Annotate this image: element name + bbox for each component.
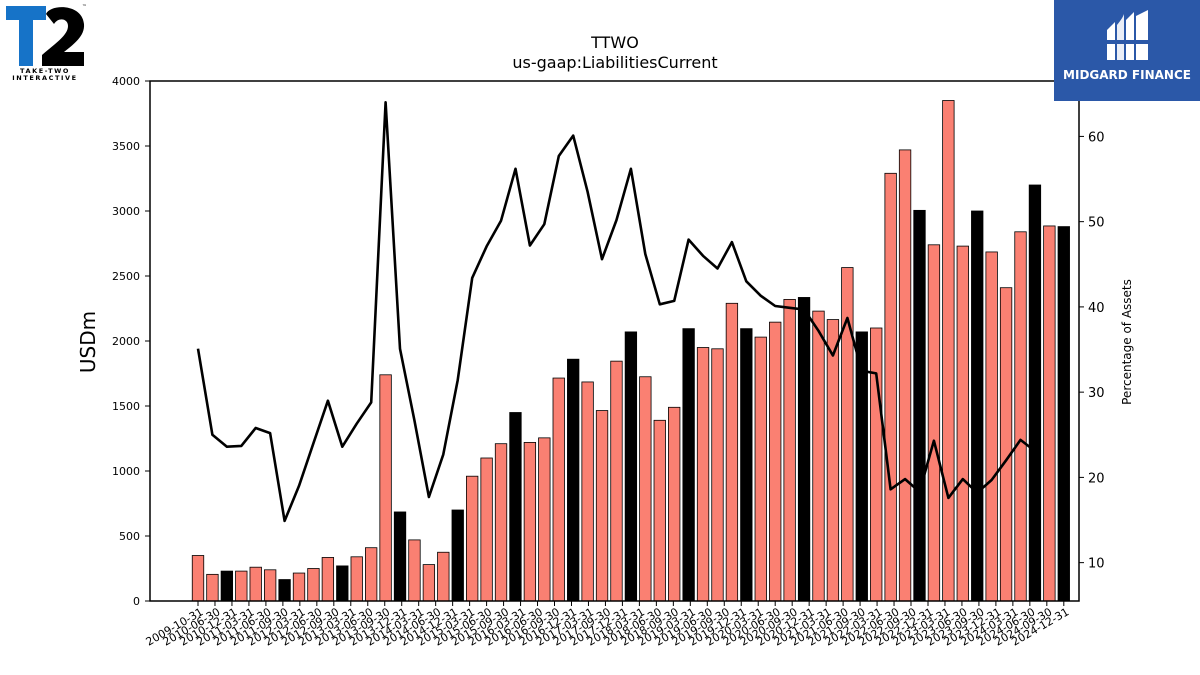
- bar-2021-12-31: [884, 172, 897, 602]
- bar-2019-06-30: [740, 328, 753, 602]
- bar-2023-09-30: [985, 251, 998, 602]
- bar-2019-03-31: [725, 302, 739, 602]
- t2-logo-subtitle: TAKE-TWO INTERACTIVE: [12, 67, 78, 82]
- bar-2010-06-30: [220, 570, 234, 602]
- bar-2022-06-30: [913, 209, 926, 602]
- bar-2011-06-30: [278, 579, 291, 602]
- bar-2014-09-30: [466, 475, 479, 602]
- bar-2012-03-31: [321, 557, 335, 602]
- y2-tick-label: 20: [1088, 471, 1105, 486]
- bar-2022-12-31: [942, 100, 955, 602]
- percentage-line-series: [196, 101, 1036, 523]
- midgard-mark-icon: [1106, 10, 1150, 60]
- bar-2012-06-30: [336, 565, 349, 602]
- bar-2010-12-31: [249, 566, 262, 602]
- bar-2020-12-31: [826, 319, 840, 602]
- bar-2015-06-30: [509, 412, 522, 602]
- bar-2019-09-30: [754, 336, 767, 602]
- bar-2011-09-30: [292, 572, 306, 602]
- bar-2013-09-30: [408, 539, 421, 602]
- bar-2023-03-31: [956, 245, 969, 602]
- y2-tick-label: 60: [1088, 130, 1105, 145]
- y-axis-ticks: 0 500 1000 1500 2000 2500 3000 3500 4000: [112, 75, 150, 608]
- y2-axis-ticks: 10 20 30 40 50 60: [1079, 130, 1105, 572]
- bar-2016-09-30: [581, 381, 594, 602]
- bar-2021-09-30: [870, 327, 883, 602]
- y2-tick-label: 30: [1088, 386, 1105, 401]
- bar-2018-03-31: [668, 406, 681, 602]
- bar-2012-09-30: [350, 556, 363, 602]
- percentage-of-assets-line: [196, 101, 1036, 523]
- bar-2017-06-30: [624, 331, 638, 602]
- bar-2015-03-31: [494, 443, 508, 602]
- bar-2010-03-31: [206, 573, 219, 602]
- midgard-finance-logo: MIDGARD FINANCE: [1054, 0, 1200, 101]
- y2-tick-label: 10: [1088, 557, 1105, 572]
- y-tick-label: 4000: [112, 75, 140, 88]
- bar-2012-12-31: [365, 547, 378, 602]
- bar-2009-10-31: [191, 555, 205, 602]
- bar-2015-12-31: [538, 437, 551, 602]
- bar-2013-12-31: [422, 564, 436, 602]
- bar-series: [191, 100, 1070, 602]
- bar-2023-12-31: [999, 287, 1013, 602]
- take-two-logo: ™ TAKE-TWO INTERACTIVE: [2, 2, 90, 86]
- bar-2013-03-31: [379, 374, 392, 602]
- bar-2024-12-31: [1057, 226, 1070, 602]
- bar-2018-06-30: [682, 328, 695, 602]
- midgard-logo-name: MIDGARD FINANCE: [1063, 68, 1191, 82]
- x-axis-ticks: 2009-10-312010-06-302010-12-312011-03-31…: [144, 601, 1071, 649]
- bar-2024-03-31: [1014, 231, 1027, 602]
- bar-2015-09-30: [523, 441, 537, 602]
- y-tick-label: 3000: [112, 205, 140, 218]
- bar-2017-03-31: [610, 360, 623, 602]
- y2-tick-label: 40: [1088, 301, 1105, 316]
- y-tick-label: 1000: [112, 465, 140, 478]
- bar-2017-09-30: [639, 376, 652, 602]
- t2-tm: ™: [82, 4, 87, 10]
- bar-2018-12-31: [711, 348, 724, 602]
- y-tick-label: 3500: [112, 140, 140, 153]
- bar-2010-09-30: [235, 570, 248, 602]
- bar-2022-09-30: [927, 244, 941, 602]
- bar-2022-03-31: [898, 149, 912, 602]
- bar-2014-06-30: [451, 509, 464, 602]
- bar-2013-06-30: [393, 511, 407, 602]
- bar-2016-12-31: [595, 410, 609, 602]
- bar-2019-12-31: [769, 321, 782, 602]
- plot-frame: [149, 80, 1080, 602]
- y-tick-label: 1500: [112, 400, 140, 413]
- y-tick-label: 2500: [112, 270, 140, 283]
- t2-logo-mark-icon: [6, 6, 85, 66]
- bar-2017-12-31: [653, 419, 666, 602]
- bar-2011-03-31: [263, 569, 277, 602]
- y-tick-label: 500: [119, 530, 140, 543]
- y2-axis-label: Percentage of Assets: [1120, 279, 1134, 405]
- chart-subtitle: us-gaap:LiabilitiesCurrent: [512, 53, 717, 72]
- bar-2014-12-31: [480, 457, 493, 602]
- bar-2016-06-30: [567, 358, 580, 602]
- bar-2016-03-31: [552, 377, 565, 602]
- bar-2011-12-31: [307, 568, 320, 602]
- bar-2020-09-30: [812, 310, 825, 602]
- y2-tick-label: 50: [1088, 216, 1105, 231]
- bar-2020-06-30: [797, 297, 811, 602]
- chart-title: TTWO: [590, 33, 639, 52]
- y-tick-label: 0: [133, 595, 140, 608]
- bar-2018-09-30: [696, 347, 710, 602]
- bar-2024-06-30: [1028, 184, 1042, 602]
- bar-2024-09-30: [1043, 225, 1056, 602]
- y-tick-label: 2000: [112, 335, 140, 348]
- y-axis-label: USDm: [76, 311, 100, 373]
- bar-2020-03-31: [783, 298, 796, 602]
- bar-2023-06-30: [971, 210, 984, 602]
- bar-2014-03-31: [437, 551, 450, 602]
